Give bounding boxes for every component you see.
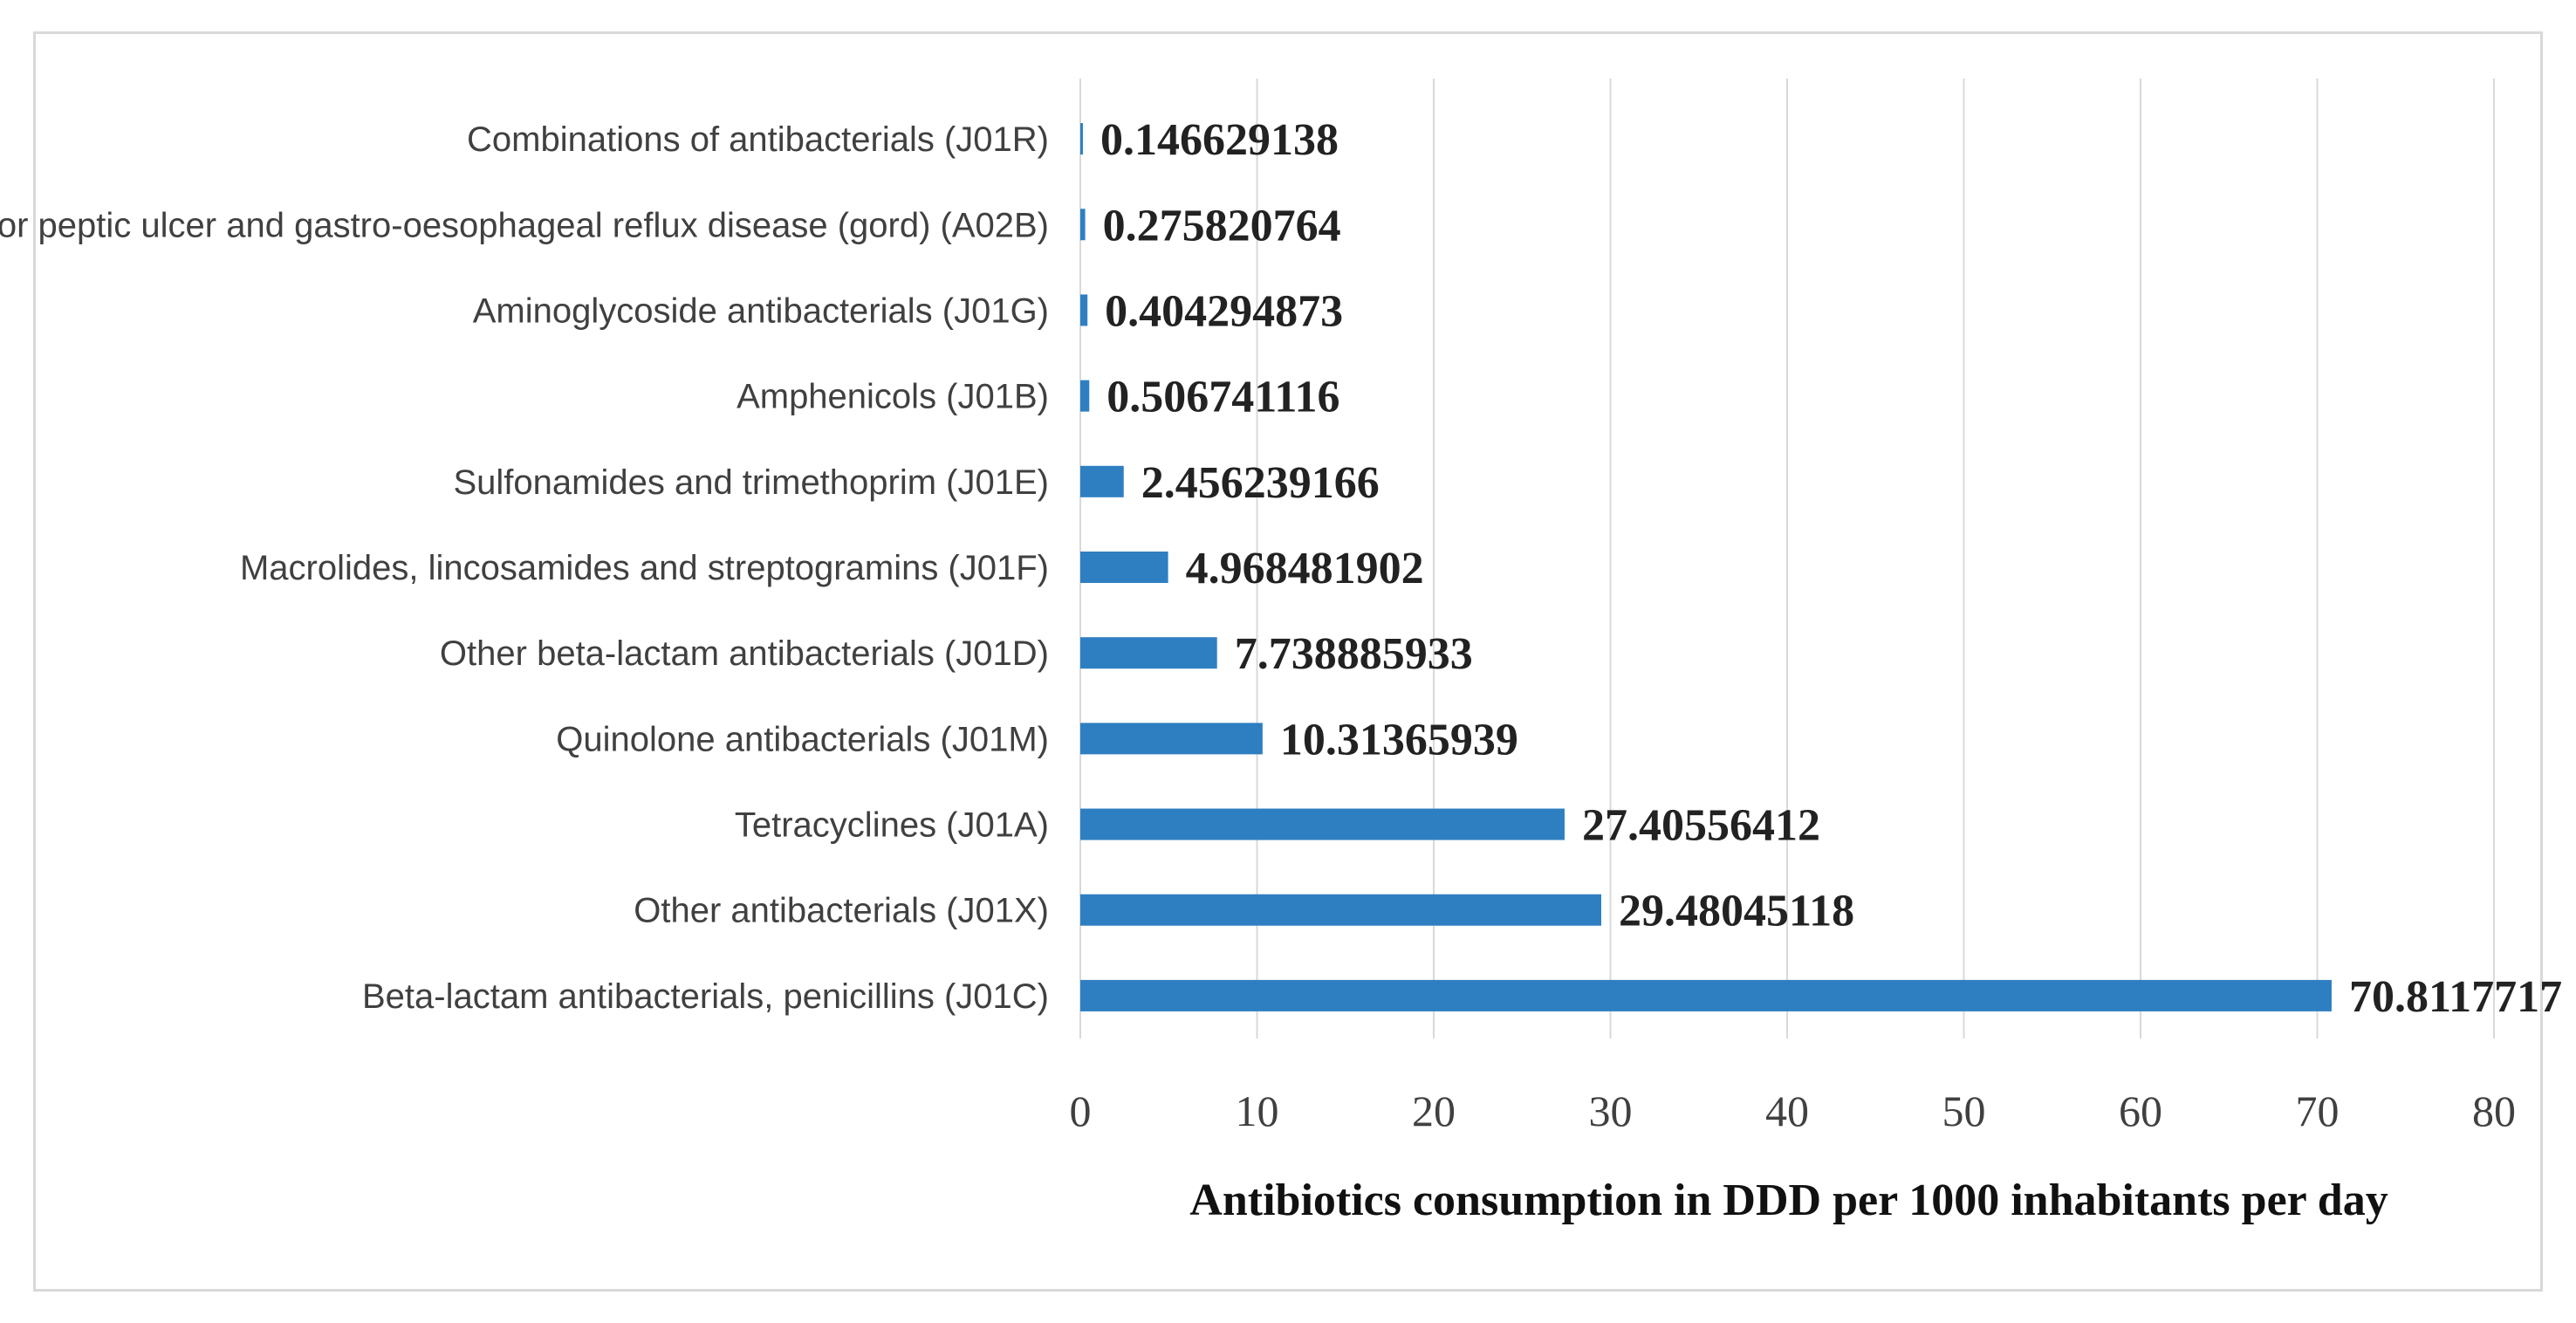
x-tick-label: 20: [1412, 1087, 1456, 1135]
bar: [1080, 465, 1124, 497]
data-label: 0.506741116: [1106, 373, 1339, 422]
bar: [1080, 209, 1086, 241]
bar: [1080, 808, 1565, 840]
data-label: 27.40556412: [1582, 801, 1820, 851]
x-tick-label: 60: [2119, 1087, 2162, 1135]
category-label: Other antibacterials (J01X): [634, 892, 1049, 930]
category-label: Drugs for peptic ulcer and gastro-oesoph…: [0, 206, 1049, 244]
category-label: Sulfonamides and trimethoprim (J01E): [453, 463, 1049, 502]
category-label: Quinolone antibacterials (J01M): [556, 720, 1049, 758]
category-label: Amphenicols (J01B): [736, 378, 1049, 416]
category-label: Combinations of antibacterials (J01R): [467, 120, 1049, 159]
data-label: 29.48045118: [1619, 887, 1854, 936]
category-labels: Combinations of antibacterials (J01R) Dru…: [0, 120, 1049, 1016]
bar: [1080, 979, 2332, 1011]
value-labels: 0.146629138 0.275820764 0.404294873 0.50674…: [1100, 115, 2562, 1022]
bars: [1080, 123, 2332, 1011]
bar: [1080, 552, 1168, 583]
bar: [1080, 723, 1263, 755]
x-tick-label: 0: [1070, 1087, 1092, 1135]
bar: [1080, 123, 1083, 155]
x-tick-label: 70: [2296, 1087, 2340, 1135]
data-label: 0.404294873: [1105, 286, 1343, 336]
category-label: Macrolides, lincosamides and streptogram…: [240, 549, 1049, 587]
x-tick-label: 50: [1942, 1087, 1986, 1135]
data-label: 7.738885933: [1235, 629, 1473, 679]
x-tick-labels: 0 10 20 30 40 50 60 70 80: [1070, 1087, 2517, 1135]
chart-frame: [33, 31, 2543, 1292]
data-label: 0.275820764: [1103, 201, 1341, 250]
bar: [1080, 294, 1088, 326]
x-tick-label: 30: [1589, 1087, 1633, 1135]
bar: [1080, 894, 1601, 926]
data-label: 2.456239166: [1141, 458, 1380, 508]
data-label: 70.8117717: [2349, 972, 2562, 1022]
x-tick-label: 40: [1765, 1087, 1809, 1135]
category-label: Tetracyclines (J01A): [735, 806, 1049, 845]
data-label: 4.968481902: [1186, 544, 1424, 593]
data-label: 10.31365939: [1280, 715, 1518, 764]
category-label: Beta-lactam antibacterials, penicillins …: [362, 977, 1049, 1016]
x-tick-label: 80: [2472, 1087, 2516, 1135]
x-axis-title: Antibiotics consumption in DDD per 1000 …: [1189, 1176, 2388, 1225]
data-label: 0.146629138: [1100, 115, 1339, 165]
x-tick-label: 10: [1236, 1087, 1279, 1135]
category-label: Other beta-lactam antibacterials (J01D): [440, 634, 1049, 673]
category-label: Aminoglycoside antibacterials (J01G): [473, 291, 1049, 330]
bar: [1080, 637, 1217, 669]
bar: [1080, 380, 1090, 412]
